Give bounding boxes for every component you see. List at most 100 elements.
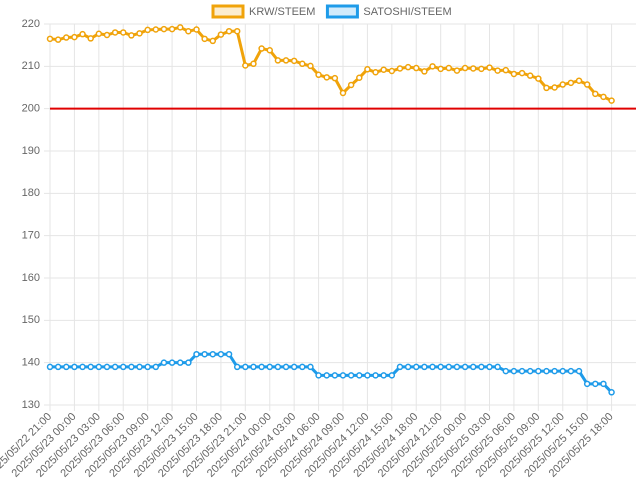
- y-tick-label: 180: [22, 187, 40, 199]
- data-point: [242, 363, 249, 371]
- data-point: [575, 367, 583, 375]
- data-point: [437, 363, 444, 371]
- data-point: [258, 363, 265, 371]
- data-point: [347, 81, 355, 89]
- data-point: [152, 26, 160, 33]
- y-tick-label: 220: [22, 18, 40, 30]
- data-point: [299, 60, 306, 68]
- data-point: [323, 372, 330, 379]
- data-point: [71, 33, 78, 41]
- data-point: [120, 363, 127, 371]
- data-point: [380, 372, 387, 379]
- data-point: [461, 363, 469, 371]
- data-point: [526, 72, 534, 79]
- data-point: [469, 363, 477, 371]
- data-point: [290, 57, 298, 65]
- data-point: [225, 350, 233, 358]
- data-point: [185, 27, 192, 35]
- data-point: [217, 350, 225, 358]
- data-point: [404, 363, 412, 371]
- data-point: [176, 359, 184, 366]
- data-point: [176, 24, 184, 31]
- data-point: [543, 367, 550, 375]
- data-point: [168, 25, 176, 33]
- data-point: [111, 29, 119, 36]
- data-point: [372, 69, 379, 76]
- data-point: [478, 65, 485, 73]
- data-point: [63, 34, 70, 41]
- data-point: [356, 74, 363, 82]
- data-point: [486, 363, 493, 371]
- data-point: [583, 380, 591, 388]
- data-point: [233, 363, 241, 371]
- y-tick-label: 210: [22, 60, 40, 72]
- data-point: [266, 46, 273, 54]
- data-point: [160, 359, 168, 366]
- data-point: [233, 27, 241, 35]
- data-point: [87, 35, 94, 42]
- data-point: [193, 350, 200, 358]
- data-point: [583, 81, 591, 88]
- data-point: [600, 93, 607, 101]
- data-point: [592, 90, 599, 98]
- data-point: [274, 57, 282, 64]
- data-point: [54, 36, 62, 43]
- data-point: [518, 69, 526, 77]
- data-point: [445, 363, 453, 371]
- legend-label: SATOSHI/STEEM: [363, 6, 451, 18]
- legend-swatch: [211, 4, 245, 19]
- data-point: [510, 70, 518, 78]
- data-point: [307, 62, 314, 70]
- data-point: [144, 363, 151, 371]
- y-tick-label: 200: [22, 103, 40, 115]
- y-tick-label: 140: [22, 357, 40, 369]
- data-point: [526, 367, 534, 375]
- data-point: [339, 89, 347, 97]
- data-point: [364, 66, 371, 73]
- data-point: [95, 30, 103, 37]
- y-tick-label: 190: [22, 145, 40, 157]
- data-point: [429, 363, 436, 371]
- data-point: [323, 74, 330, 81]
- data-point: [46, 363, 54, 371]
- data-point: [356, 372, 363, 379]
- data-point: [453, 363, 461, 371]
- data-point: [421, 363, 428, 371]
- y-tick-label: 170: [22, 230, 40, 242]
- data-point: [95, 363, 103, 371]
- data-point: [331, 372, 339, 379]
- data-point: [592, 380, 599, 388]
- data-point: [388, 67, 396, 75]
- data-point: [315, 71, 322, 79]
- data-point: [502, 367, 510, 375]
- data-point: [290, 363, 298, 371]
- data-point: [413, 363, 420, 371]
- data-point: [331, 74, 339, 82]
- data-point: [494, 67, 501, 74]
- data-point: [201, 350, 208, 358]
- data-point: [396, 363, 404, 371]
- data-point: [347, 372, 355, 379]
- data-point: [242, 62, 249, 69]
- data-point: [87, 363, 94, 371]
- data-point: [63, 363, 70, 371]
- data-point: [128, 363, 135, 371]
- data-point: [152, 363, 160, 371]
- data-point: [136, 30, 143, 37]
- data-point: [144, 26, 151, 34]
- data-point: [510, 367, 518, 375]
- data-point: [299, 363, 306, 371]
- data-point: [518, 367, 526, 375]
- data-point: [429, 63, 436, 70]
- data-point: [185, 359, 192, 366]
- data-point: [502, 66, 510, 74]
- y-tick-label: 160: [22, 272, 40, 284]
- data-point: [486, 64, 493, 71]
- data-point: [543, 84, 550, 92]
- data-point: [551, 367, 558, 375]
- data-point: [54, 363, 62, 371]
- data-point: [274, 363, 282, 371]
- data-point: [372, 372, 379, 379]
- data-point: [160, 25, 168, 33]
